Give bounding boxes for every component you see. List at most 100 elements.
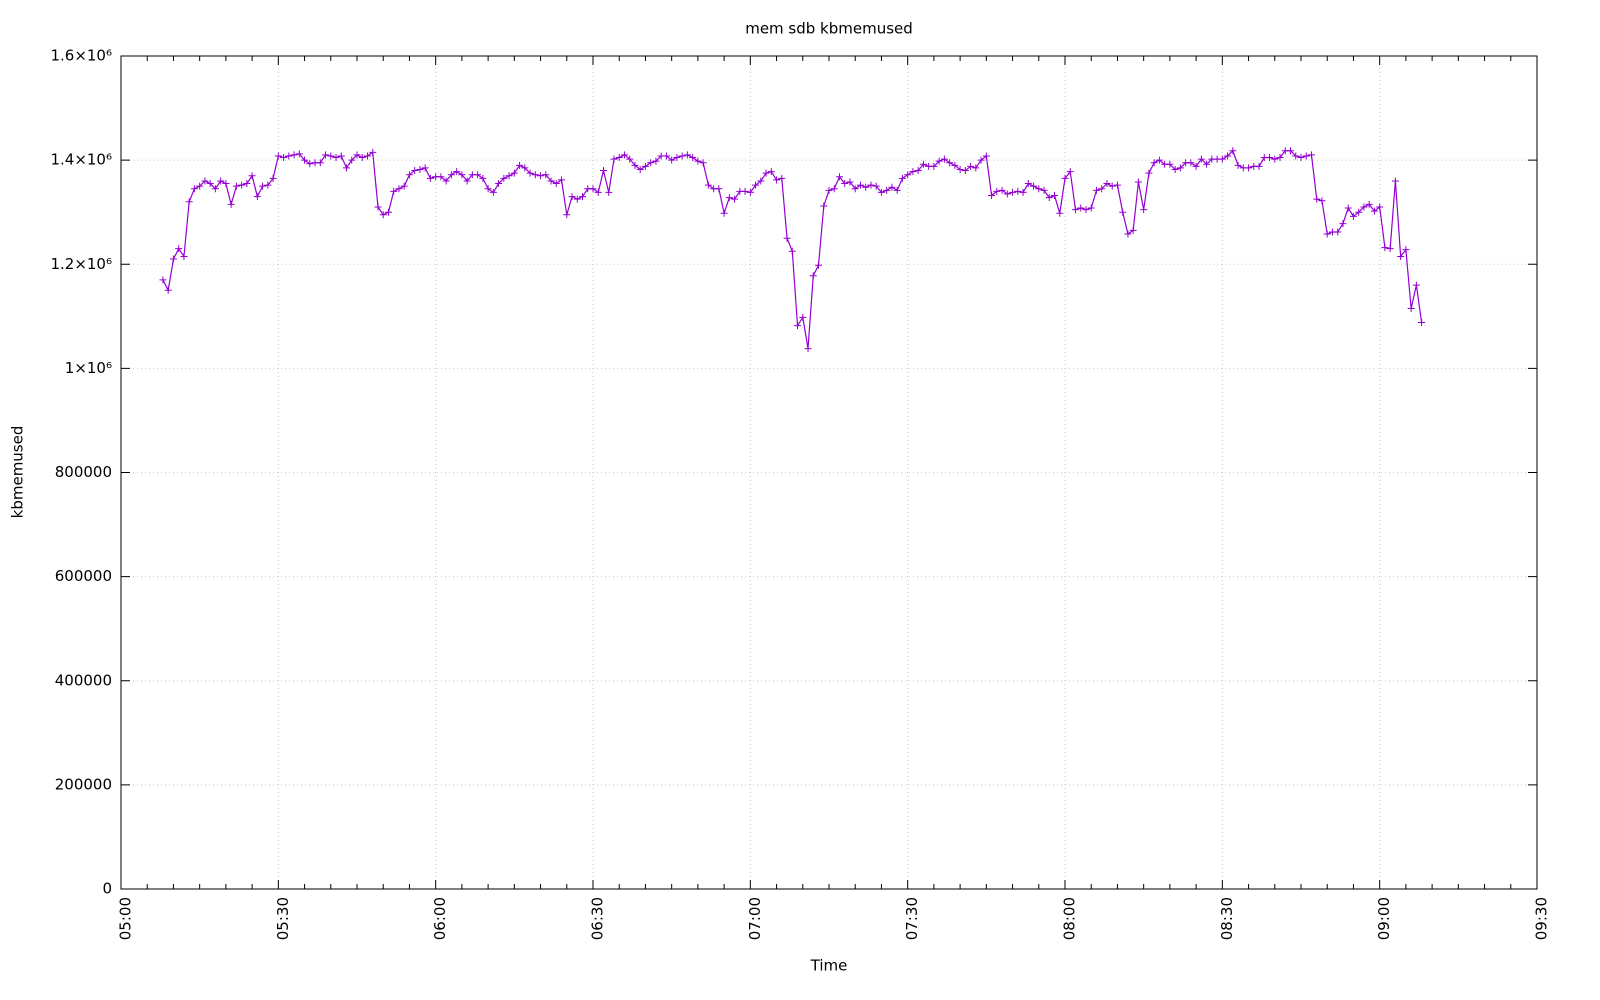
data-point [217, 177, 225, 185]
data-point [605, 188, 613, 196]
data-point [867, 181, 875, 189]
data-point [1349, 212, 1357, 220]
data-point [363, 152, 371, 160]
data-point [500, 174, 508, 182]
data-point [998, 186, 1006, 194]
data-point [505, 172, 513, 180]
data-point [788, 247, 796, 255]
data-point [1077, 204, 1085, 212]
y-tick-label: 200000 [55, 775, 112, 793]
data-point [757, 177, 765, 185]
data-point [935, 157, 943, 165]
data-point [253, 193, 261, 201]
data-point [180, 252, 188, 260]
data-point [327, 152, 335, 160]
chart-title: mem sdb kbmemused [745, 20, 913, 38]
data-point [956, 165, 964, 173]
data-point [883, 186, 891, 194]
data-point [1302, 152, 1310, 160]
data-point [982, 152, 990, 160]
data-point [799, 313, 807, 321]
data-point [374, 203, 382, 211]
data-point [521, 164, 529, 172]
data-point [232, 182, 240, 190]
data-point [1407, 305, 1415, 313]
data-point [1071, 206, 1079, 214]
data-point [558, 176, 566, 184]
data-point [1113, 181, 1121, 189]
data-point [961, 167, 969, 175]
data-point [1124, 230, 1132, 238]
data-point [1339, 220, 1347, 228]
data-point [405, 171, 413, 179]
data-point [1370, 207, 1378, 215]
data-point [547, 177, 555, 185]
data-point [531, 171, 539, 179]
data-point [1129, 226, 1137, 234]
x-tick-label: 08:30 [1218, 897, 1236, 940]
data-point [211, 185, 219, 193]
data-point [259, 182, 267, 190]
y-tick-label: 800000 [55, 463, 112, 481]
data-point [1386, 245, 1394, 253]
data-point [1323, 230, 1331, 238]
data-point [967, 162, 975, 170]
data-point [662, 152, 670, 160]
data-point [384, 208, 392, 216]
data-point [1103, 180, 1111, 188]
data-point [631, 161, 639, 169]
data-point [1292, 152, 1300, 160]
data-point [767, 168, 775, 176]
data-point [1187, 159, 1195, 167]
data-point [815, 261, 823, 269]
data-point [1218, 155, 1226, 163]
data-point [694, 157, 702, 165]
x-tick-label: 05:30 [274, 897, 292, 940]
data-point [1376, 203, 1384, 211]
data-point [1056, 209, 1064, 217]
data-point [185, 198, 193, 206]
y-tick-label: 1.6×10⁶ [50, 47, 112, 65]
data-point [652, 157, 660, 165]
data-point [196, 182, 204, 190]
data-point [636, 165, 644, 173]
data-point [1287, 147, 1295, 155]
x-tick-label: 06:00 [431, 897, 449, 940]
data-point [809, 272, 817, 280]
data-point [411, 167, 419, 175]
data-point [390, 187, 398, 195]
data-point [615, 154, 623, 162]
data-point [1092, 186, 1100, 194]
data-point [463, 177, 471, 185]
data-point [1412, 281, 1420, 289]
data-point [542, 171, 550, 179]
data-point [830, 185, 838, 193]
data-point [783, 234, 791, 242]
data-point [495, 180, 503, 188]
data-point [668, 156, 676, 164]
data-point [1276, 154, 1284, 162]
data-point [746, 188, 754, 196]
data-point [516, 161, 524, 169]
data-point [647, 159, 655, 167]
data-point [804, 345, 812, 353]
data-point [1061, 174, 1069, 182]
data-point [1166, 160, 1174, 168]
data-point [594, 188, 602, 196]
data-point [773, 176, 781, 184]
data-point [1224, 152, 1232, 160]
data-point [1266, 154, 1274, 162]
data-point [1119, 208, 1127, 216]
data-point [678, 152, 686, 160]
data-point [238, 181, 246, 189]
plot-frame [120, 55, 1538, 890]
data-point [752, 181, 760, 189]
data-point [1203, 160, 1211, 168]
data-point [1155, 156, 1163, 164]
data-point [164, 286, 172, 294]
data-point [699, 159, 707, 167]
data-point [458, 171, 466, 179]
data-point [159, 276, 167, 284]
data-point [862, 183, 870, 191]
data-point [379, 211, 387, 219]
